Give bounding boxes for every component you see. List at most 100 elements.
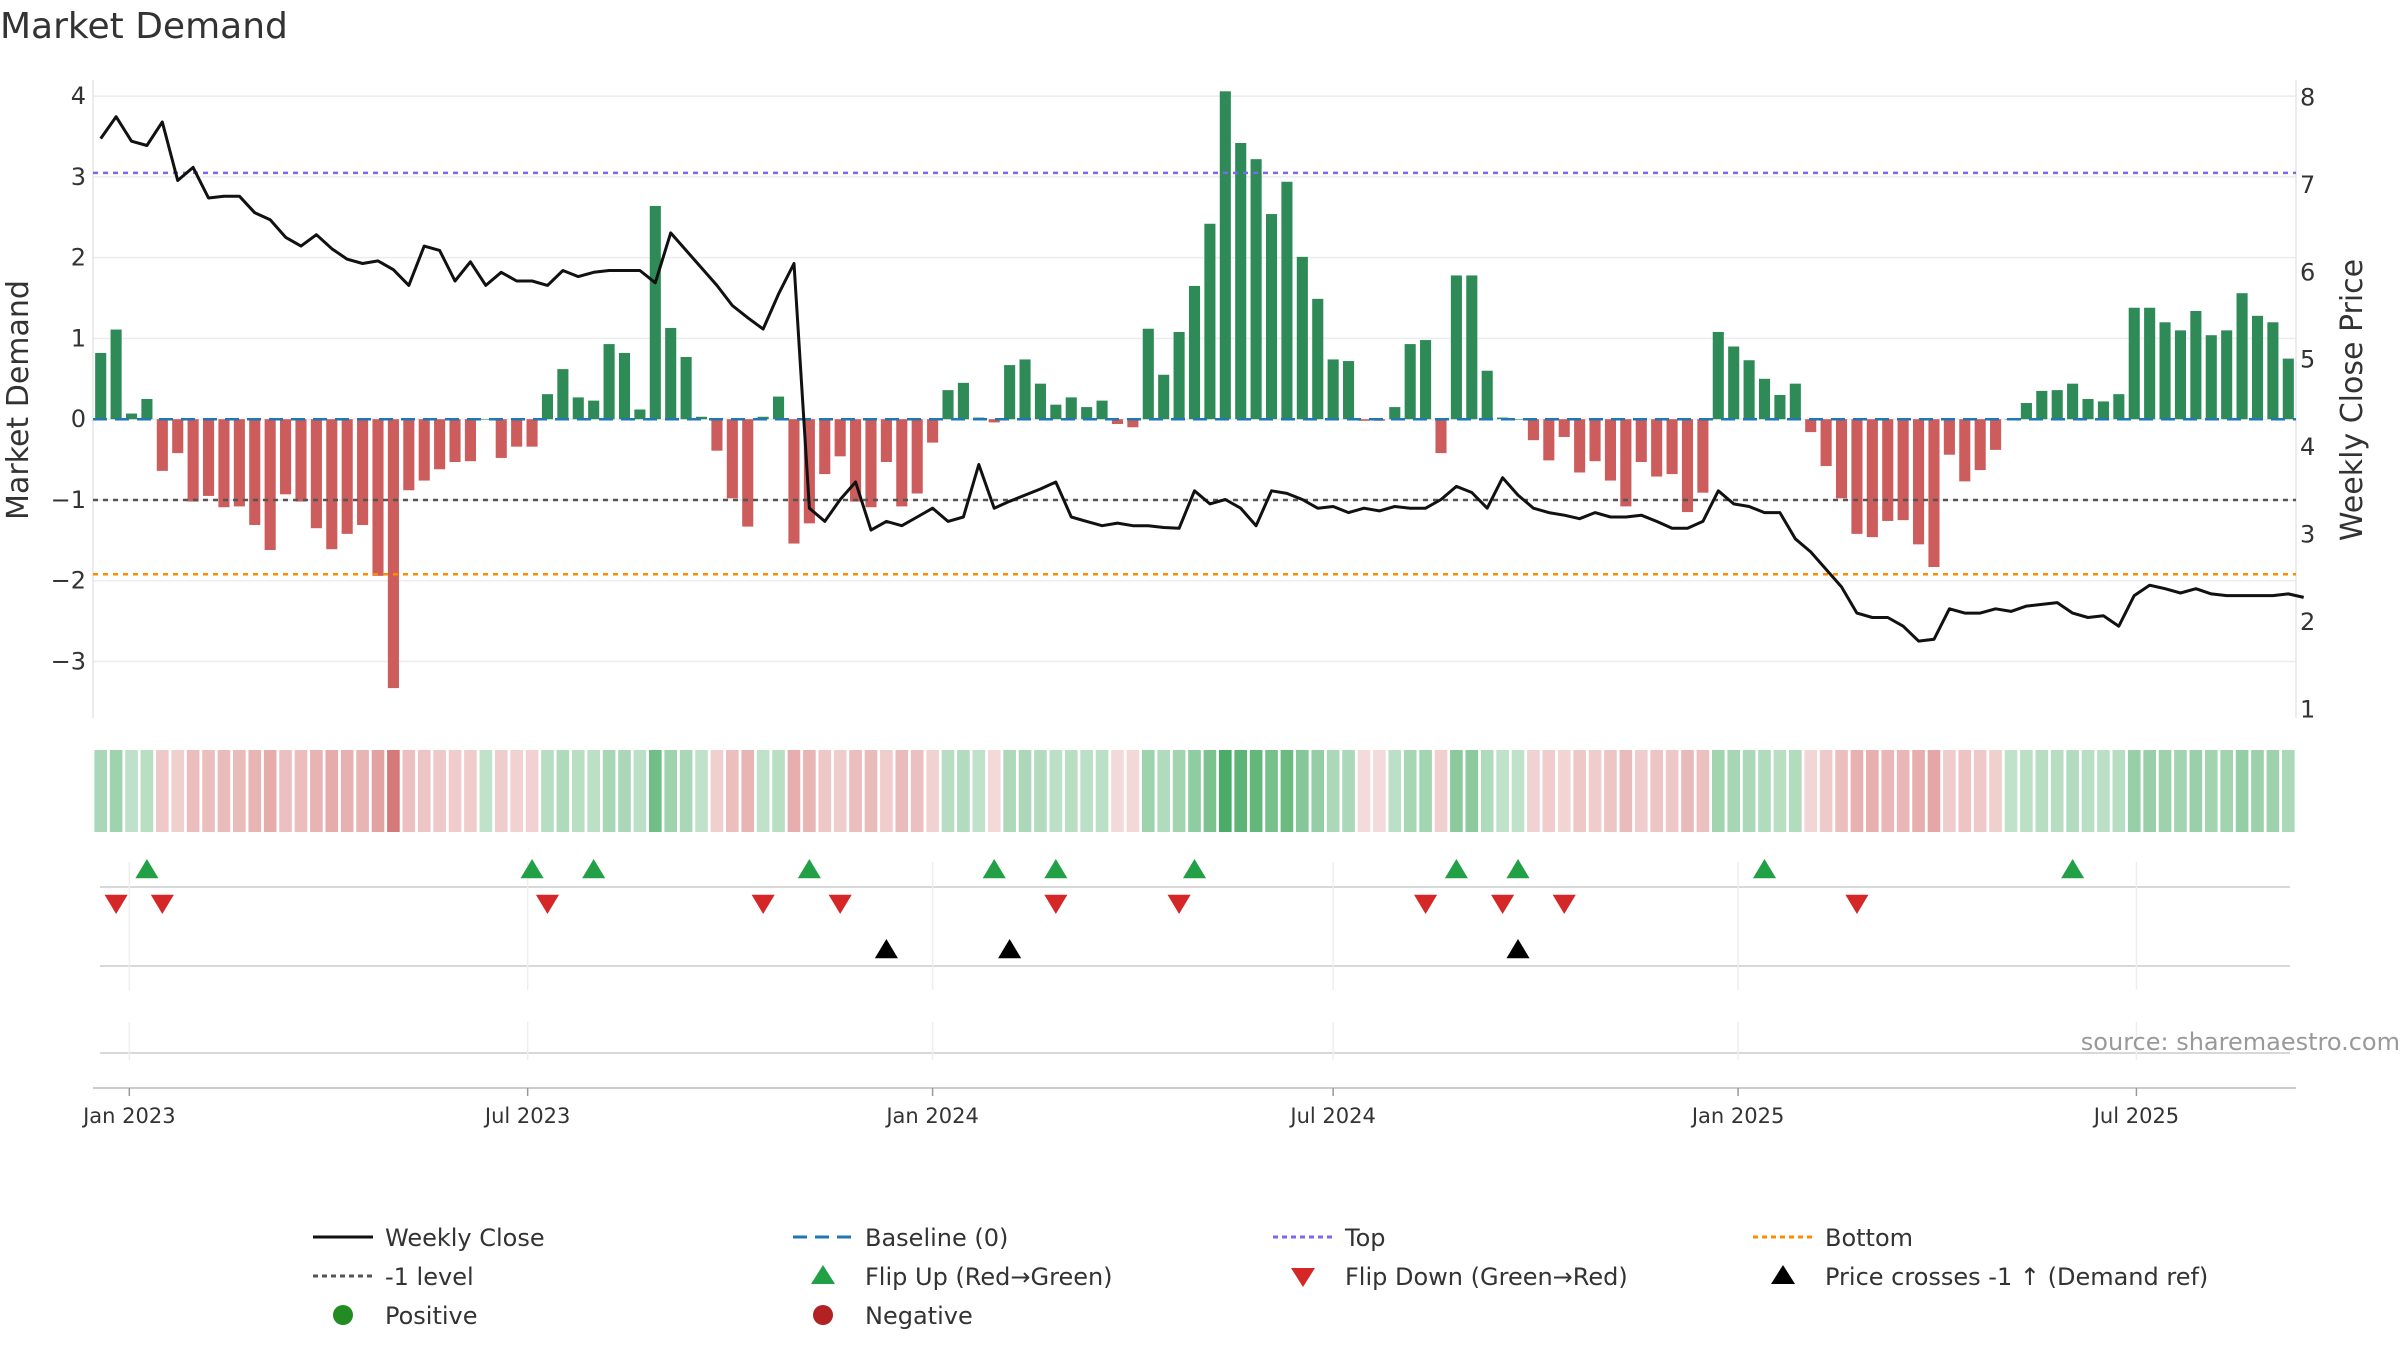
demand-bar-71	[1188, 285, 1201, 420]
heat-cell-45	[787, 750, 801, 832]
heat-cell-11	[263, 750, 277, 832]
heat-cell-28	[525, 750, 539, 832]
demand-bar-3	[141, 399, 153, 420]
x-tick-label-4: Jan 2025	[1690, 1104, 1785, 1128]
demand-bar-10	[249, 419, 261, 525]
demand-bar-134	[2159, 322, 2171, 420]
price-cross-marker-2	[1506, 939, 1530, 959]
demand-bar-32	[588, 400, 600, 420]
heat-cell-92	[1511, 750, 1525, 832]
heat-cell-135	[2174, 750, 2187, 832]
left-tick-label-4: 0	[71, 405, 86, 433]
legend-item-top: Top	[1273, 1224, 1386, 1252]
demand-bar-14	[310, 419, 322, 529]
demand-bar-49	[850, 419, 862, 502]
demand-bar-11	[264, 419, 276, 551]
demand-bar-122	[1974, 419, 1986, 471]
signal-rows	[100, 859, 2290, 1060]
demand-bar-34	[618, 352, 631, 420]
heat-cell-139	[2235, 750, 2249, 832]
heat-cell-127	[2050, 750, 2064, 832]
heat-cell-125	[2020, 750, 2033, 832]
heat-cell-113	[1835, 750, 1848, 832]
demand-bar-73	[1219, 91, 1231, 420]
demand-bar-23	[449, 419, 461, 462]
heat-cell-75	[1249, 750, 1263, 832]
legend-swatch-negative	[813, 1305, 833, 1325]
demand-bar-120	[1943, 419, 1955, 455]
flip-down-marker-8	[1491, 894, 1515, 914]
heat-cell-106	[1727, 750, 1741, 832]
heat-cell-140	[2251, 750, 2264, 832]
demand-bar-139	[2236, 293, 2248, 420]
heat-cell-73	[1218, 750, 1232, 832]
heat-cell-35	[633, 750, 647, 832]
demand-bar-112	[1820, 419, 1832, 467]
heat-cell-27	[510, 750, 523, 832]
heat-cell-40	[710, 750, 724, 832]
flip-up-marker-3	[797, 859, 821, 879]
demand-bar-63	[1065, 397, 1077, 420]
demand-bar-130	[2097, 401, 2109, 420]
heat-cell-117	[1896, 750, 1910, 832]
demand-bar-86	[1420, 340, 1432, 420]
legend-swatch-positive	[333, 1305, 353, 1325]
right-axis-ticks: 8 7 6 5 4 3 2 1	[2300, 83, 2315, 723]
flip-up-marker-7	[1444, 859, 1468, 879]
demand-bar-9	[233, 419, 245, 507]
demand-bar-6	[187, 419, 199, 502]
heat-cell-82	[1357, 750, 1371, 832]
flip-down-marker-0	[104, 894, 128, 914]
demand-bar-61	[1034, 383, 1046, 420]
price-cross-marker-1	[998, 939, 1022, 959]
x-tick-label-0: Jan 2023	[81, 1104, 176, 1128]
heat-cell-38	[679, 750, 693, 832]
demand-bar-45	[788, 419, 800, 544]
chart-title: Market Demand	[0, 6, 288, 47]
heat-cell-29	[541, 750, 554, 832]
demand-bar-84	[1389, 407, 1401, 420]
heat-cell-85	[1403, 750, 1417, 832]
left-axis-label: Market Demand	[1, 280, 36, 520]
heat-cell-108	[1758, 750, 1771, 832]
heat-cell-105	[1711, 750, 1725, 832]
demand-bar-94	[1543, 419, 1555, 461]
demand-bar-78	[1296, 256, 1308, 420]
left-tick-label-7: −3	[51, 647, 86, 675]
heat-cell-95	[1557, 750, 1571, 832]
heat-cell-99	[1619, 750, 1633, 832]
price-cross-marker-0	[874, 939, 898, 959]
demand-bar-95	[1558, 419, 1570, 437]
heat-cell-10	[248, 750, 262, 832]
demand-bar-62	[1050, 404, 1062, 420]
heat-cell-66	[1111, 750, 1124, 832]
demand-bar-22	[434, 419, 446, 470]
demand-bar-141	[2267, 322, 2279, 420]
demand-bar-37	[665, 327, 677, 420]
heat-cell-7	[202, 750, 215, 832]
left-tick-label-3: 1	[71, 324, 86, 352]
heat-cell-59	[1003, 750, 1016, 832]
heat-cell-16	[340, 750, 354, 832]
demand-heat-strip	[94, 750, 2295, 832]
heat-cell-57	[972, 750, 986, 832]
heat-cell-22	[433, 750, 446, 832]
legend-item-bottom: Bottom	[1753, 1224, 1913, 1252]
heat-cell-14	[310, 750, 323, 832]
heat-cell-32	[587, 750, 600, 832]
demand-bar-119	[1928, 419, 1940, 567]
left-tick-label-6: −2	[51, 567, 86, 595]
right-tick-label-2: 6	[2300, 258, 2315, 286]
demand-bar-131	[2113, 394, 2125, 420]
heat-cell-5	[171, 750, 185, 832]
heat-cell-61	[1034, 750, 1047, 832]
demand-bar-51	[880, 419, 892, 462]
heat-cell-109	[1773, 750, 1787, 832]
heat-cell-64	[1080, 750, 1093, 832]
demand-bar-4	[156, 419, 168, 471]
heat-cell-23	[448, 750, 462, 832]
heat-cell-121	[1958, 750, 1972, 832]
heat-cell-87	[1434, 750, 1448, 832]
demand-bar-128	[2067, 383, 2079, 420]
demand-bar-117	[1897, 419, 1909, 521]
